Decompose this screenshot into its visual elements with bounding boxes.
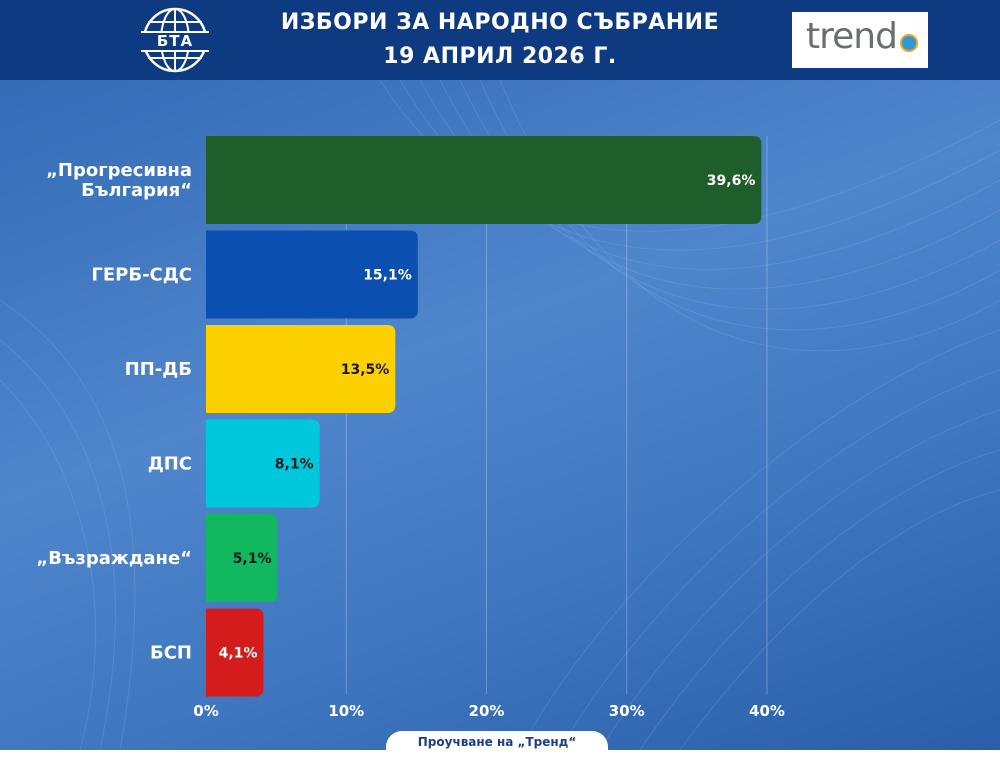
chart-bars: [206, 136, 762, 697]
category-label: ДПС: [148, 454, 192, 475]
category-label-line: ДПС: [148, 454, 192, 475]
category-label: ГЕРБ-СДС: [91, 265, 192, 286]
data-label: 39,6%: [707, 173, 756, 189]
data-label: 15,1%: [363, 268, 412, 284]
source-badge: Проучване на „Тренд“: [386, 731, 608, 767]
background: [0, 0, 1000, 750]
x-tick-label: 0%: [193, 702, 218, 720]
chart-gridlines: [345, 136, 768, 694]
source-note: Проучване на „Тренд“: [417, 735, 577, 749]
bar: [206, 230, 418, 319]
data-label: 8,1%: [275, 457, 314, 473]
category-label-line: ПП-ДБ: [125, 359, 192, 380]
category-label: „Възраждане“: [36, 548, 192, 569]
data-label: 13,5%: [341, 362, 390, 378]
trend-logo-text: trend: [806, 16, 898, 57]
x-tick-label: 30%: [609, 702, 645, 720]
trend-logo-dot-icon: [900, 34, 918, 52]
bta-logo-text: БТА: [141, 31, 209, 52]
trend-logo: trend: [792, 12, 928, 68]
category-label: ПП-ДБ: [125, 359, 192, 380]
bar: [206, 514, 278, 602]
header-bar: БТА ИЗБОРИ ЗА НАРОДНО СЪБРАНИЕ 19 АПРИЛ …: [0, 0, 1000, 80]
x-tick-label: 10%: [328, 702, 364, 720]
category-label-line: БСП: [150, 643, 192, 664]
bar: [206, 419, 320, 508]
bar: [206, 608, 264, 697]
bar: [206, 325, 396, 413]
x-tick-label: 40%: [749, 702, 785, 720]
bar: [206, 136, 762, 224]
category-label-line: ГЕРБ-СДС: [91, 265, 192, 286]
bar-chart: 0% 10% 20% 30% 40% 39,6% „Прогресивна България“…: [36, 136, 785, 720]
chart-title-line2: 19 АПРИЛ 2026 Г.: [383, 44, 617, 69]
category-label-line: България“: [81, 180, 192, 201]
category-label-line: „Възраждане“: [36, 548, 192, 569]
data-label: 4,1%: [219, 646, 258, 662]
chart-labels: 0% 10% 20% 30% 40% 39,6% „Прогресивна България“…: [36, 160, 785, 720]
category-label: БСП: [150, 643, 192, 664]
category-label: „Прогресивна България“: [46, 160, 192, 201]
chart-title-line1: ИЗБОРИ ЗА НАРОДНО СЪБРАНИЕ: [280, 10, 720, 35]
data-label: 5,1%: [233, 551, 272, 567]
category-label-line: „Прогресивна: [46, 160, 192, 181]
x-tick-label: 20%: [469, 702, 505, 720]
